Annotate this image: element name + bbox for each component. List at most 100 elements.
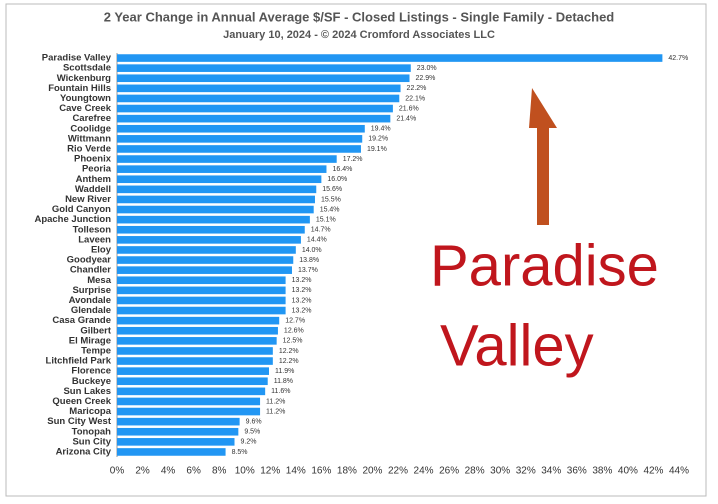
value-label: 16.0%: [327, 176, 347, 183]
bar: [117, 397, 261, 406]
y-tick-label: Gold Canyon: [52, 204, 111, 215]
x-tick-label: 32%: [516, 466, 536, 477]
bar: [117, 94, 400, 103]
bar: [117, 438, 235, 446]
value-label: 15.1%: [316, 216, 336, 223]
annotation-line: Valley: [440, 313, 594, 378]
value-label: 22.1%: [405, 95, 425, 102]
y-tick-label: Eloy: [91, 244, 112, 255]
bar: [117, 326, 278, 335]
bar: [117, 347, 273, 355]
y-tick-label: Florence: [71, 366, 111, 377]
y-tick-label: Phoenix: [74, 154, 112, 165]
y-tick-label: Maricopa: [69, 406, 111, 417]
bar: [117, 357, 273, 365]
y-tick-label: Rio Verde: [67, 143, 111, 154]
y-tick-label: Youngtown: [60, 93, 111, 104]
value-label: 13.2%: [292, 307, 312, 314]
bar: [117, 124, 365, 133]
bar: [117, 296, 286, 305]
y-tick-label: Tolleson: [73, 224, 112, 235]
bar: [117, 448, 226, 456]
value-label: 15.4%: [320, 206, 340, 213]
value-label: 13.2%: [292, 297, 312, 304]
x-tick-label: 8%: [212, 466, 227, 477]
y-tick-label: Glendale: [71, 305, 111, 316]
x-tick-label: 20%: [362, 466, 382, 477]
y-tick-label: Litchfield Park: [46, 356, 112, 367]
y-tick-label: Anthem: [76, 174, 111, 185]
value-label: 14.7%: [311, 227, 331, 234]
y-tick-label: Casa Grande: [52, 315, 111, 326]
bar: [117, 316, 280, 325]
y-tick-label: Avondale: [69, 295, 111, 306]
x-tick-label: 10%: [235, 466, 255, 477]
bar: [117, 276, 286, 285]
bar: [117, 54, 663, 62]
value-label: 22.2%: [407, 85, 427, 92]
y-tick-label: Sun Lakes: [63, 386, 111, 397]
y-tick-label: Scottsdale: [63, 63, 111, 74]
y-tick-label: Tempe: [81, 345, 111, 356]
bar: [117, 104, 393, 113]
value-label: 19.1%: [367, 146, 387, 153]
bar: [117, 114, 391, 123]
x-tick-label: 12%: [260, 466, 280, 477]
value-label: 15.6%: [322, 186, 342, 193]
bar: [117, 175, 322, 184]
value-label: 11.2%: [266, 398, 285, 405]
y-tick-label: Sun City West: [47, 416, 112, 427]
bar: [117, 135, 363, 143]
x-tick-label: 30%: [490, 466, 510, 477]
x-tick-label: 14%: [286, 466, 306, 477]
bar: [117, 387, 266, 396]
x-tick-label: 34%: [541, 466, 561, 477]
x-tick-label: 0%: [110, 466, 125, 477]
value-label: 13.7%: [298, 267, 318, 274]
y-tick-label: Coolidge: [70, 123, 111, 134]
value-label: 9.6%: [246, 418, 262, 425]
bar: [117, 165, 327, 173]
y-tick-label: Buckeye: [72, 376, 111, 387]
y-tick-label: Fountain Hills: [48, 83, 111, 94]
bar: [117, 337, 277, 345]
bar: [117, 84, 401, 93]
value-label: 19.4%: [371, 126, 391, 133]
value-label: 12.7%: [285, 317, 305, 324]
y-tick-label: Tonopah: [72, 426, 112, 437]
x-tick-label: 36%: [567, 466, 587, 477]
value-label: 13.8%: [299, 257, 319, 264]
y-tick-label: Carefree: [72, 113, 111, 124]
value-label: 16.4%: [332, 166, 352, 173]
value-label: 12.5%: [283, 338, 303, 345]
x-tick-label: 26%: [439, 466, 459, 477]
value-label: 23.0%: [417, 65, 437, 72]
value-label: 9.5%: [244, 429, 260, 436]
y-tick-label: El Mirage: [69, 335, 111, 346]
annotation-line: Paradise: [430, 233, 659, 298]
x-tick-label: 40%: [618, 466, 638, 477]
value-label: 11.6%: [271, 388, 290, 395]
value-label: 14.0%: [302, 247, 322, 254]
value-label: 19.2%: [368, 136, 388, 143]
x-tick-label: 6%: [186, 466, 201, 477]
value-label: 21.6%: [399, 105, 419, 112]
y-tick-label: Laveen: [78, 234, 111, 245]
chart-title: 2 Year Change in Annual Average $/SF - C…: [104, 9, 615, 24]
bar: [117, 306, 286, 315]
value-label: 14.4%: [307, 237, 327, 244]
x-tick-label: 2%: [135, 466, 150, 477]
y-tick-label: Apache Junction: [34, 214, 111, 225]
y-tick-label: Gilbert: [80, 325, 111, 336]
bar: [117, 407, 261, 416]
y-tick-label: Wittmann: [68, 133, 111, 144]
value-label: 12.6%: [284, 328, 304, 335]
x-tick-label: 42%: [643, 466, 663, 477]
y-tick-label: Peoria: [82, 164, 112, 175]
value-label: 8.5%: [232, 449, 248, 456]
bar: [117, 286, 286, 295]
chart-subtitle: January 10, 2024 - © 2024 Cromford Assoc…: [223, 29, 495, 41]
value-label: 11.2%: [266, 408, 285, 415]
value-label: 13.2%: [292, 277, 312, 284]
y-tick-label: Mesa: [87, 275, 111, 286]
